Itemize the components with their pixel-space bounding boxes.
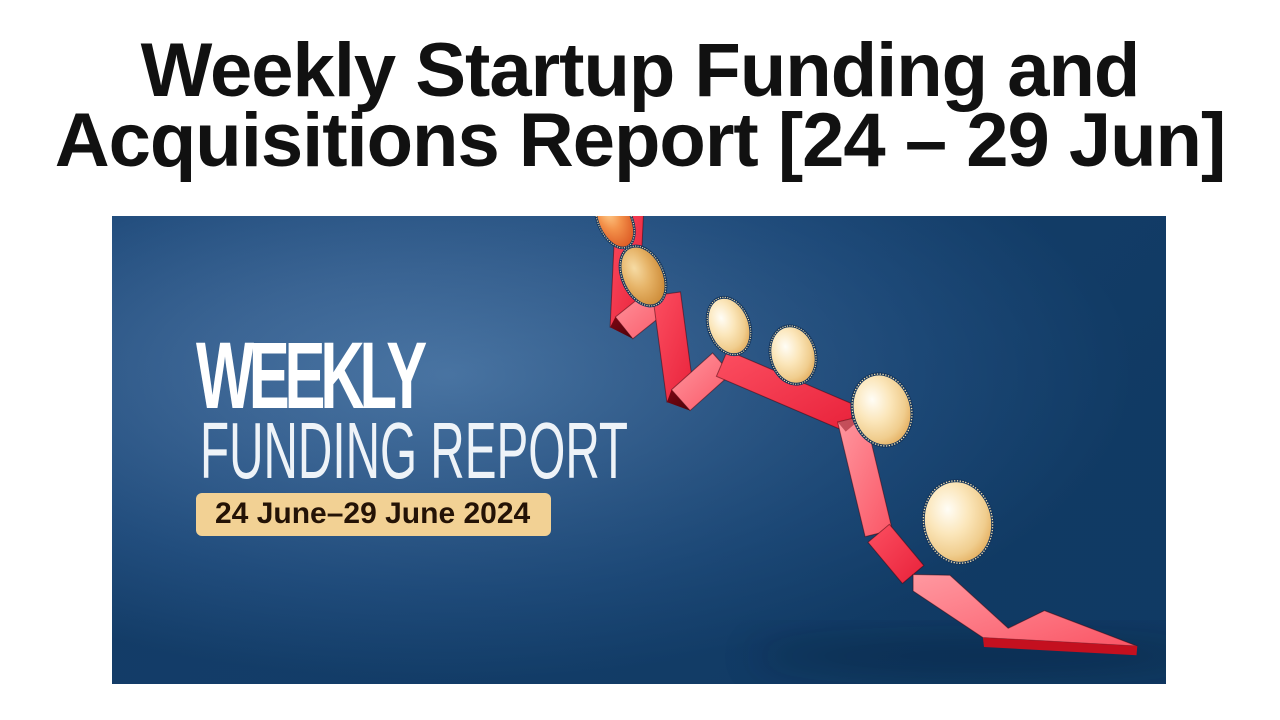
svg-text:FUNDING REPORT: FUNDING REPORT (200, 406, 628, 495)
svg-text:24 June–29 June 2024: 24 June–29 June 2024 (215, 497, 531, 530)
